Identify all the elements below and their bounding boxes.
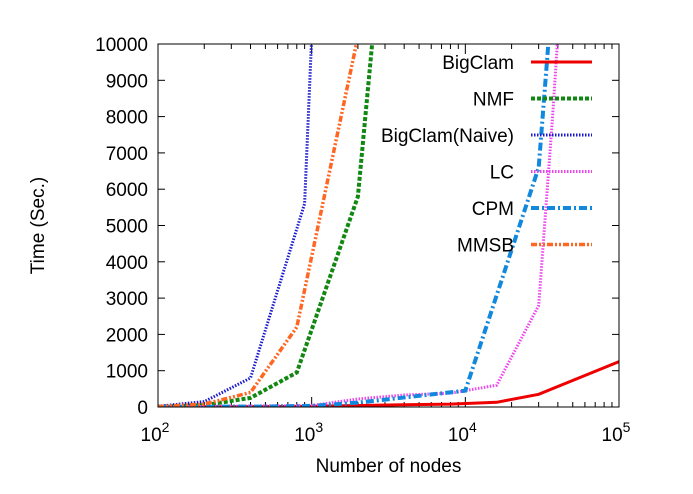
x-axis-title: Number of nodes bbox=[316, 456, 462, 477]
y-tick-label: 5000 bbox=[106, 217, 148, 238]
legend-label: BigClam(Naive) bbox=[381, 126, 514, 147]
y-tick-label: 10000 bbox=[95, 35, 148, 56]
x-tick-label: 104 bbox=[448, 419, 477, 446]
y-tick-label: 0 bbox=[137, 398, 148, 419]
y-tick-label: 2000 bbox=[106, 325, 148, 346]
legend-label: CPM bbox=[472, 199, 514, 220]
y-tick-label: 8000 bbox=[106, 108, 148, 129]
series-line-lc bbox=[158, 44, 559, 407]
legend: BigClam NMF BigClam(Naive) LC CPM MMSB bbox=[381, 53, 592, 257]
x-tick-label: 105 bbox=[602, 419, 631, 446]
series-line-mmsb bbox=[158, 44, 359, 407]
plot-frame bbox=[157, 43, 620, 408]
legend-label: MMSB bbox=[457, 236, 514, 257]
series-line-nmf bbox=[158, 44, 375, 407]
y-tick-label: 9000 bbox=[106, 71, 148, 92]
y-tick-label: 6000 bbox=[106, 180, 148, 201]
y-tick-label: 1000 bbox=[106, 362, 148, 383]
y-tick-label: 7000 bbox=[106, 144, 148, 165]
series-layer bbox=[158, 44, 619, 407]
legend-label: LC bbox=[490, 163, 514, 184]
y-tick-label: 4000 bbox=[106, 253, 148, 274]
x-tick-label: 102 bbox=[141, 419, 170, 446]
y-tick-label: 3000 bbox=[106, 289, 148, 310]
x-tick-label: 103 bbox=[294, 419, 323, 446]
ticks-layer: 0 1000 2000 3000 4000 5000 6000 7000 8000 9000 100… bbox=[95, 35, 631, 446]
series-line-bigclam-naive bbox=[158, 44, 313, 407]
legend-label: BigClam bbox=[442, 53, 514, 74]
legend-label: NMF bbox=[473, 90, 514, 111]
y-axis-title: Time (Sec.) bbox=[28, 177, 49, 274]
